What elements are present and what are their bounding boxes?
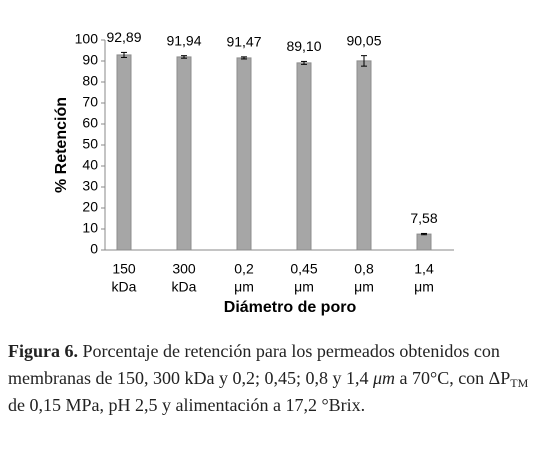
value-label: 91,47 — [226, 34, 261, 50]
x-tick-label: μm — [354, 279, 374, 295]
y-tick-label: 80 — [82, 73, 98, 89]
caption-text: Porcentaje de retención para los permead… — [8, 341, 500, 388]
x-tick-label: kDa — [172, 279, 197, 295]
x-axis-label: Diámetro de poro — [224, 299, 357, 316]
value-label: 89,10 — [286, 38, 321, 54]
y-tick-label: 0 — [90, 241, 98, 257]
x-tick-label: μm — [294, 279, 314, 295]
y-tick-label: 100 — [75, 31, 99, 47]
error-bar — [121, 51, 127, 58]
x-tick-label: μm — [234, 279, 254, 295]
y-tick-label: 20 — [82, 199, 98, 215]
y-tick-label: 90 — [82, 52, 98, 68]
chart: % Retención Diámetro de poro 0 10 20 30 40 50… — [53, 29, 454, 316]
value-label: 92,89 — [106, 29, 141, 45]
value-label: 7,58 — [410, 210, 437, 226]
y-tick-label: 10 — [82, 220, 98, 236]
bar — [416, 233, 432, 251]
x-tick-label: 1,4 — [414, 261, 434, 277]
y-tick-label: 50 — [82, 136, 98, 152]
x-tick-label: μm — [414, 279, 434, 295]
bar — [116, 54, 132, 251]
bar — [236, 57, 252, 251]
value-label: 90,05 — [346, 32, 381, 48]
x-tick-label: 0,8 — [354, 261, 374, 277]
y-tick-label: 40 — [82, 157, 98, 173]
error-bar — [421, 232, 427, 236]
value-label: 91,94 — [166, 32, 201, 48]
error-bar — [301, 60, 307, 65]
caption: Figura 6. Porcentaje de retención para l… — [8, 338, 530, 419]
error-bar — [361, 55, 367, 67]
x-tick-label: 300 — [172, 261, 196, 277]
error-bar — [181, 55, 187, 59]
caption-subscript: TM — [510, 376, 529, 390]
x-tick-label: kDa — [112, 279, 137, 295]
bar — [296, 62, 312, 251]
y-tick-label: 30 — [82, 178, 98, 194]
caption-label: Figura 6. — [8, 341, 78, 361]
bar — [176, 56, 192, 251]
x-tick-label: 150 — [112, 261, 136, 277]
caption-text: a 70°C, con ΔP — [395, 368, 511, 388]
error-bar — [241, 56, 247, 60]
y-axis-label: % Retención — [53, 97, 70, 193]
y-tick-label: 60 — [82, 115, 98, 131]
x-tick-label: 0,45 — [290, 261, 317, 277]
bar — [356, 60, 372, 251]
caption-text: de 0,15 MPa, pH 2,5 y alimentación a 17,… — [8, 395, 366, 415]
caption-unit: μm — [372, 368, 395, 388]
x-tick-label: 0,2 — [234, 261, 254, 277]
y-tick-label: 70 — [82, 94, 98, 110]
